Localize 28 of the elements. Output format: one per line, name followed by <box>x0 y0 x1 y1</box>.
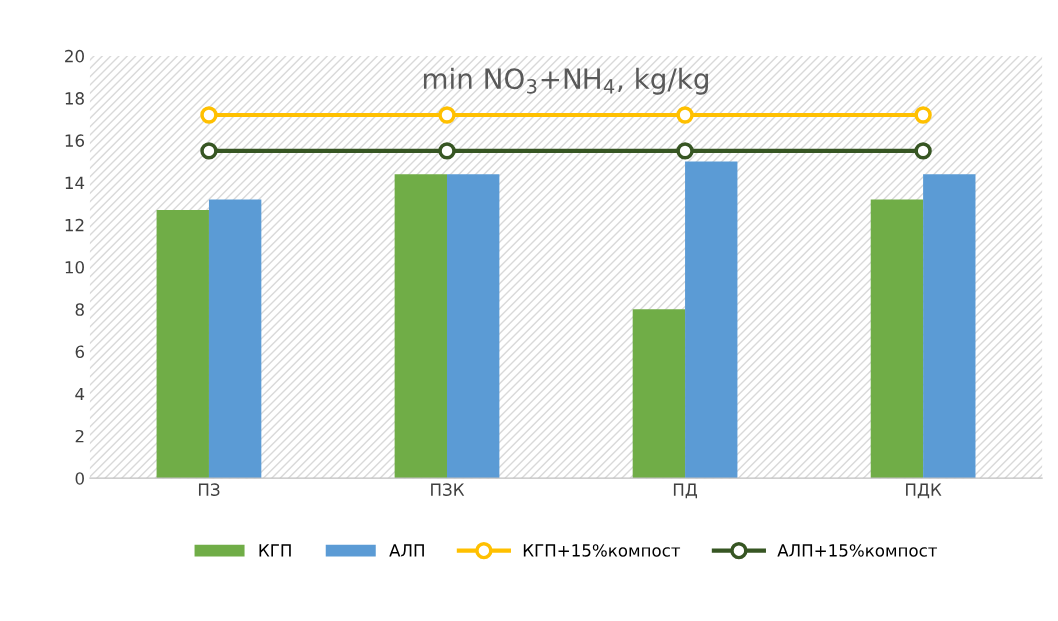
bar <box>685 161 738 479</box>
y-tick-label: 8 <box>75 303 84 316</box>
legend-label: КГП+15%компост <box>523 544 681 557</box>
x-tick-label: ПЗК <box>431 483 465 496</box>
y-tick-label: 16 <box>65 134 85 147</box>
bar <box>208 199 262 479</box>
legend-label: АЛП <box>389 544 424 557</box>
y-tick-label: 18 <box>65 92 84 105</box>
bar <box>156 210 209 479</box>
y-tick-label: 12 <box>65 218 84 232</box>
x-tick-label: ПЗ <box>198 483 220 496</box>
bar <box>923 174 976 479</box>
y-tick-label: 10 <box>65 260 84 274</box>
bar <box>447 174 500 479</box>
bar <box>632 309 686 479</box>
x-tick-label: ПД <box>673 483 698 499</box>
y-tick-label: 20 <box>65 49 84 63</box>
y-tick-label: 14 <box>65 176 85 189</box>
y-tick-label: 6 <box>75 345 85 359</box>
bar <box>870 199 924 479</box>
chart-title: min NO$_{3}$+NH$_{4}$, kg/kg <box>423 67 708 95</box>
legend-label: АЛП+15%компост <box>777 544 938 557</box>
y-tick-label: 4 <box>75 387 85 401</box>
y-tick-label: 0 <box>75 472 84 485</box>
y-tick-label: 2 <box>75 429 84 443</box>
legend-label: КГП <box>259 544 291 557</box>
x-tick-label: ПДК <box>906 483 942 499</box>
bar <box>394 174 447 479</box>
